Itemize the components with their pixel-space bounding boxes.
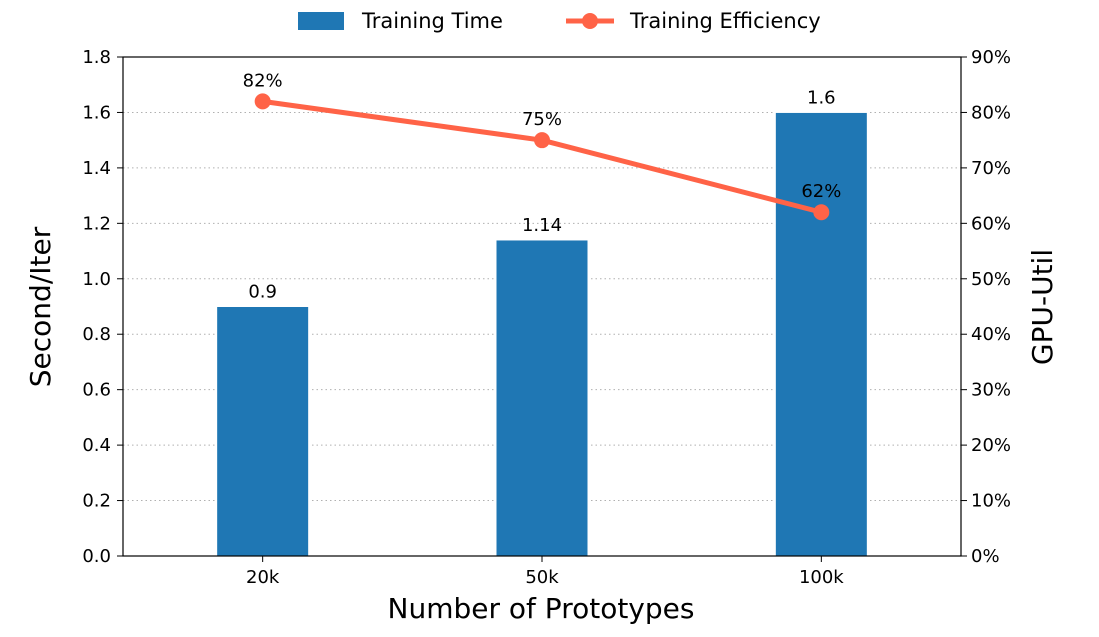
y-tick-label: 0.8	[82, 324, 111, 345]
y-tick-label: 0.2	[82, 491, 111, 512]
data-labels: 0.9 1.14 1.6 82% 75% 62%	[243, 70, 842, 302]
efficiency-point-100k	[813, 204, 830, 221]
bar-value-label: 1.14	[522, 215, 562, 236]
y-tick-label: 1.0	[82, 269, 111, 290]
efficiency-value-label: 62%	[801, 181, 841, 202]
plot-frame	[122, 56, 962, 557]
y2-tick-label: 70%	[971, 158, 1011, 179]
y2-tick-label: 20%	[971, 435, 1011, 456]
legend-label-training-time: Training Time	[361, 9, 503, 33]
x-axis-label: Number of Prototypes	[388, 592, 695, 625]
line-series	[254, 93, 830, 221]
efficiency-point-20k	[254, 93, 271, 110]
y2-tick-label: 60%	[971, 213, 1011, 234]
efficiency-point-50k	[534, 132, 550, 149]
x-tick-label: 100k	[799, 567, 844, 588]
legend-marker-training-efficiency	[582, 13, 598, 29]
bar-value-label: 0.9	[248, 282, 277, 303]
legend-swatch-training-time	[298, 12, 344, 30]
y2-tick-label: 80%	[971, 102, 1011, 123]
bar-100k	[774, 111, 868, 557]
y2-tick-label: 50%	[971, 269, 1011, 290]
y2-tick-label: 40%	[971, 324, 1011, 345]
efficiency-value-label: 82%	[243, 70, 283, 91]
y2-axis-label: GPU-Util	[1026, 249, 1059, 365]
x-tick-label: 20k	[246, 567, 280, 588]
y-tick-label: 1.4	[82, 158, 111, 179]
y2-tick-label: 0%	[971, 546, 1000, 567]
axes: 0.0 0.2 0.4 0.6 0.8 1.0 1.2 1.4 1.6 1.8 0% 10% 20% 30…	[82, 47, 1011, 588]
legend-label-training-efficiency: Training Efficiency	[629, 9, 821, 33]
y-axis-label: Second/Iter	[24, 226, 57, 387]
y2-tick-label: 10%	[971, 491, 1011, 512]
y-tick-label: 0.6	[82, 380, 111, 401]
y-tick-label: 1.6	[82, 102, 111, 123]
bar-50k	[495, 239, 589, 557]
legend: Training Time Training Efficiency	[298, 9, 821, 33]
bar-value-label: 1.6	[807, 87, 836, 108]
y-tick-label: 0.4	[82, 435, 111, 456]
y2-tick-label: 30%	[971, 380, 1011, 401]
y-tick-label: 1.2	[82, 213, 111, 234]
y-tick-label: 0.0	[82, 546, 111, 567]
efficiency-value-label: 75%	[522, 109, 562, 130]
x-tick-label: 50k	[525, 567, 559, 588]
bar-20k	[216, 306, 310, 557]
y2-tick-label: 90%	[971, 47, 1011, 68]
y-tick-label: 1.8	[82, 47, 111, 68]
bar-series	[216, 111, 868, 557]
